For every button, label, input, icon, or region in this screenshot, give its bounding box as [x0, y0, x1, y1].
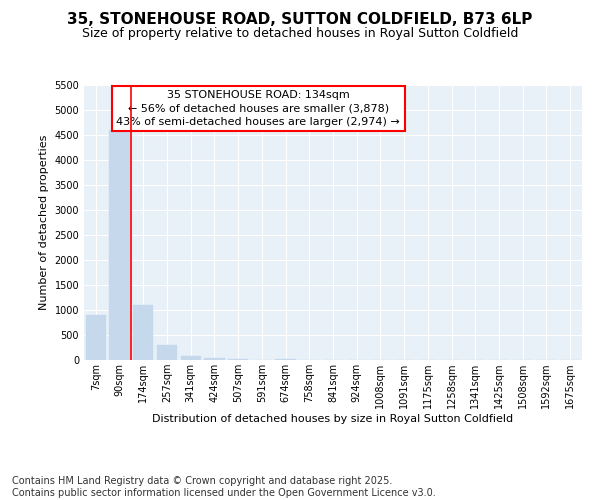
Bar — [86, 315, 106, 360]
X-axis label: Distribution of detached houses by size in Royal Sutton Coldfield: Distribution of detached houses by size … — [152, 414, 514, 424]
Text: 35, STONEHOUSE ROAD, SUTTON COLDFIELD, B73 6LP: 35, STONEHOUSE ROAD, SUTTON COLDFIELD, B… — [67, 12, 533, 28]
Bar — [228, 358, 248, 360]
Text: Size of property relative to detached houses in Royal Sutton Coldfield: Size of property relative to detached ho… — [82, 28, 518, 40]
Bar — [109, 130, 130, 360]
Text: Contains HM Land Registry data © Crown copyright and database right 2025.
Contai: Contains HM Land Registry data © Crown c… — [12, 476, 436, 498]
Bar — [157, 345, 177, 360]
Bar — [275, 358, 296, 360]
Bar — [133, 305, 154, 360]
Bar — [205, 358, 224, 360]
Bar — [181, 356, 201, 360]
Y-axis label: Number of detached properties: Number of detached properties — [39, 135, 49, 310]
Text: 35 STONEHOUSE ROAD: 134sqm
← 56% of detached houses are smaller (3,878)
43% of s: 35 STONEHOUSE ROAD: 134sqm ← 56% of deta… — [116, 90, 400, 127]
